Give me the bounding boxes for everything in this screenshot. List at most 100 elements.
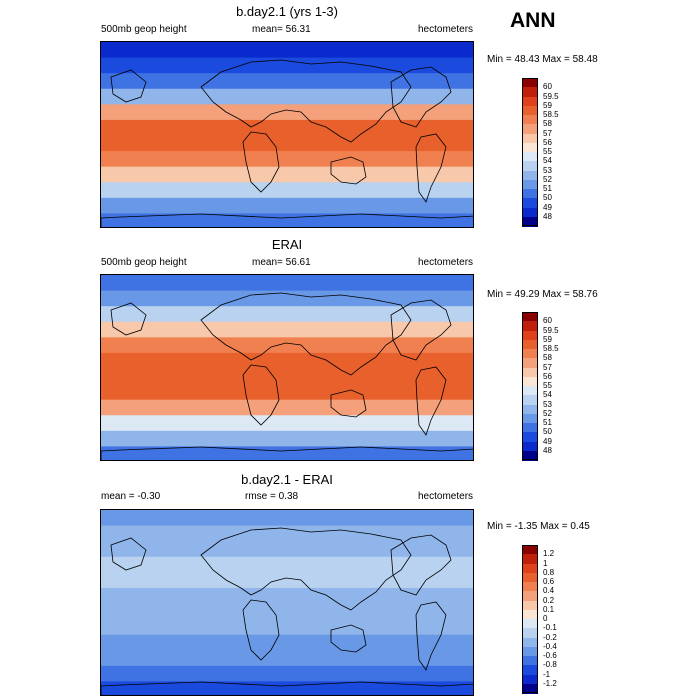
latitude-band <box>101 587 473 605</box>
colorbar-tick-label: 55 <box>543 381 552 390</box>
latitude-band <box>101 681 473 695</box>
colorbar-tick-label: 60 <box>543 82 552 92</box>
coastline <box>330 624 367 653</box>
colorbar-tick-label: 55 <box>543 147 552 156</box>
latitude-band <box>101 572 473 589</box>
colorbar-tick-label: 59 <box>543 334 552 344</box>
coastline <box>390 299 452 361</box>
min-max-label: Min = -1.35 Max = 0.45 <box>487 521 590 532</box>
latitude-band <box>101 182 473 199</box>
coastline <box>110 69 147 103</box>
latitude-band <box>101 104 473 121</box>
colorbar-frame <box>522 545 538 693</box>
latitude-band <box>101 510 473 527</box>
coastline <box>101 446 473 460</box>
colorbar-tick-label: 59 <box>543 100 552 110</box>
colorbar-tick-label: -1.2 <box>543 678 557 688</box>
colorbar-tick-label: 52 <box>543 408 552 418</box>
colorbar-tick-label: 56 <box>543 137 552 147</box>
latitude-band <box>101 337 473 354</box>
colorbar-tick-label: 54 <box>543 390 552 400</box>
coastline <box>200 59 412 143</box>
units-label: hectometers <box>418 24 474 35</box>
latitude-band <box>101 321 473 339</box>
colorbar-tick-label: 0 <box>543 614 548 623</box>
coastline <box>390 66 452 128</box>
coastline <box>110 302 147 336</box>
colorbar-tick-label: 57 <box>543 128 552 138</box>
colorbar-tick-label: 50 <box>543 193 552 203</box>
colorbar-tick-label: 49 <box>543 436 552 446</box>
mean-label: mean = -0.30 <box>101 491 161 502</box>
latitude-band <box>101 650 473 667</box>
map-field <box>101 510 473 695</box>
colorbar-tick-label: -1 <box>543 669 551 679</box>
colorbar-tick-label: 56 <box>543 371 552 381</box>
latitude-band <box>101 430 473 448</box>
latitude-band <box>101 368 473 386</box>
coastline <box>415 601 447 671</box>
map-field <box>101 42 473 227</box>
colorbar-tick-label: 50 <box>543 427 552 437</box>
latitude-band <box>101 57 473 75</box>
colorbar-tick-label: -0.6 <box>543 651 557 660</box>
latitude-band <box>101 197 473 215</box>
latitude-band <box>101 352 473 370</box>
latitude-band <box>101 73 473 90</box>
units-label: hectometers <box>418 491 474 502</box>
coastline <box>330 389 367 418</box>
colorbar-tick-label: 53 <box>543 165 552 175</box>
mean-label: mean= 56.31 <box>252 24 311 35</box>
coastline <box>200 527 412 611</box>
min-max-label: Min = 49.29 Max = 58.76 <box>487 289 598 300</box>
latitude-band <box>101 525 473 543</box>
coastline <box>101 213 473 227</box>
colorbar-tick-label: 58.5 <box>543 110 559 119</box>
latitude-band <box>101 619 473 636</box>
variable-label: 500mb geop height <box>101 24 187 35</box>
latitude-band <box>101 88 473 106</box>
latitude-band <box>101 135 473 153</box>
colorbar-tick-label: 1.2 <box>543 549 555 559</box>
contour-map <box>100 41 474 228</box>
coastline <box>242 131 280 193</box>
coastline <box>242 599 280 661</box>
colorbar-tick-label: 59.5 <box>543 325 559 335</box>
contour-map <box>100 509 474 696</box>
panel-title: b.day2.1 - ERAI <box>241 472 333 487</box>
coastline <box>390 534 452 596</box>
rmse-label: rmse = 0.38 <box>245 491 299 502</box>
latitude-band <box>101 42 473 59</box>
colorbar-tick-label: 48 <box>543 211 552 221</box>
colorbar-frame <box>522 312 538 460</box>
colorbar-tick-label: 59.5 <box>543 91 559 101</box>
coastline <box>101 681 473 695</box>
latitude-band <box>101 446 473 460</box>
latitude-band <box>101 556 473 574</box>
latitude-band <box>101 634 473 652</box>
colorbar-tick-label: -0.2 <box>543 632 557 642</box>
colorbar-tick-label: 60 <box>543 316 552 326</box>
min-max-label: Min = 48.43 Max = 58.48 <box>487 54 598 65</box>
colorbar-tick-label: 58 <box>543 119 552 129</box>
colorbar-tick-label: 51 <box>543 184 552 193</box>
latitude-band <box>101 665 473 683</box>
latitude-band <box>101 603 473 621</box>
colorbar-tick-label: 52 <box>543 174 552 184</box>
season-label: ANN <box>510 9 556 32</box>
contour-map <box>100 274 474 461</box>
colorbar-tick-label: 0.1 <box>543 604 555 614</box>
coastline <box>330 156 367 185</box>
colorbar: 60 59.5 59 58.5 58 57 56 55 54 53 52 51 50 49 48 <box>522 78 582 227</box>
colorbar-tick-label: 0.6 <box>543 577 555 586</box>
colorbar-tick-label: 0.4 <box>543 586 555 596</box>
mean-label: mean= 56.61 <box>252 257 311 268</box>
latitude-band <box>101 166 473 184</box>
variable-label: 500mb geop height <box>101 257 187 268</box>
colorbar-tick-label: 1 <box>543 558 548 568</box>
panel-title: b.day2.1 (yrs 1-3) <box>236 4 338 19</box>
colorbar-tick-label: 58.5 <box>543 344 559 353</box>
units-label: hectometers <box>418 257 474 268</box>
latitude-band <box>101 151 473 168</box>
colorbar-tick-label: 0.8 <box>543 567 555 577</box>
